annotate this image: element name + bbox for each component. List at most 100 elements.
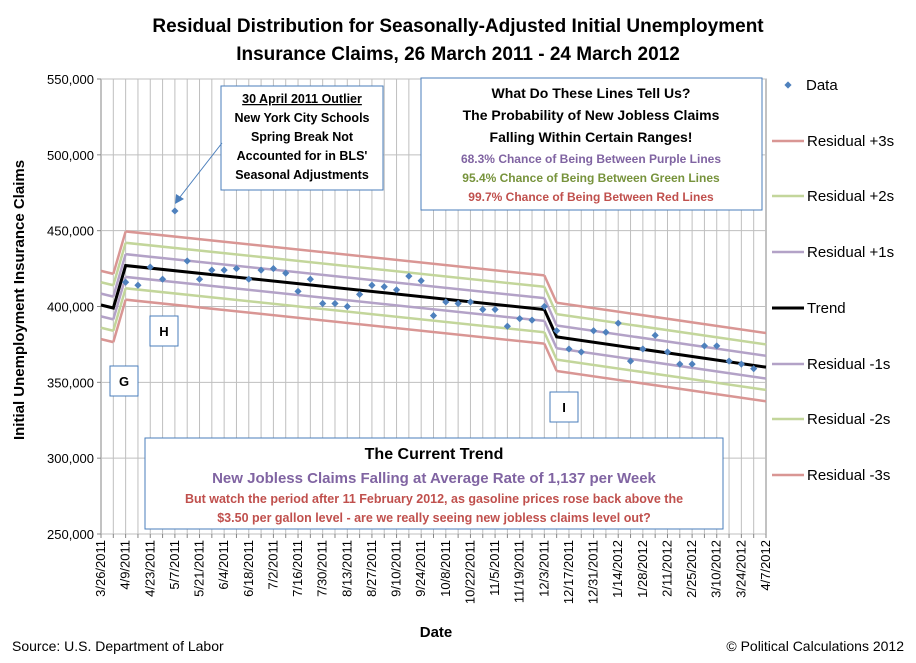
x-tick-label: 6/18/2011 <box>241 540 256 597</box>
data-point <box>491 305 499 314</box>
data-point <box>700 342 709 350</box>
data-point <box>639 345 647 353</box>
band-residual-2s <box>125 287 545 334</box>
data-point <box>713 342 721 350</box>
data-point <box>380 283 388 291</box>
region-g-label: G <box>119 374 129 389</box>
data-point <box>602 328 610 336</box>
band-connector <box>112 242 127 286</box>
band-connector <box>112 287 127 332</box>
legend-label: Trend <box>807 300 846 317</box>
legend-label: Residual +3s <box>807 133 894 150</box>
data-point <box>589 327 598 335</box>
x-axis-ticks: 3/26/2011 4/9/2011 4/23/2011 5/7/2011 5/21/2… <box>93 534 773 604</box>
y-tick-label: 550,000 <box>47 72 94 87</box>
trend-note-2: $3.50 per gallon level - are we really s… <box>217 511 651 525</box>
data-point <box>294 287 302 295</box>
data-point <box>540 302 548 311</box>
outlier-heading: 30 April 2011 Outlier <box>242 92 362 106</box>
band-connector <box>112 299 127 343</box>
band-residual-2s <box>556 312 767 346</box>
band-residual-1s <box>100 292 114 298</box>
band-residual-2s <box>125 241 545 289</box>
band-residual-3s <box>100 269 114 276</box>
data-point <box>306 275 314 283</box>
band-residual-1s <box>100 315 114 321</box>
band-residual-3s <box>100 337 114 344</box>
data-point <box>651 331 659 339</box>
data-point <box>442 298 450 306</box>
info-item-green: 95.4% Chance of Being Between Green Line… <box>462 171 720 185</box>
data-point <box>122 278 130 286</box>
x-tick-label: 4/9/2011 <box>118 540 133 590</box>
data-point <box>356 290 364 298</box>
data-point <box>565 345 573 353</box>
data-point <box>479 305 487 314</box>
data-point <box>158 275 167 283</box>
data-point <box>405 272 413 280</box>
legend-label: Residual -3s <box>807 467 890 484</box>
x-tick-label: 1/14/2012 <box>610 540 625 598</box>
y-tick-label: 500,000 <box>47 148 94 163</box>
data-point <box>417 277 425 285</box>
data-point <box>429 312 438 320</box>
y-tick-label: 350,000 <box>47 375 94 390</box>
y-axis-label: Initial Unemployment Insurance Claims <box>11 160 28 440</box>
info-item-purple: 68.3% Chance of Being Between Purple Lin… <box>461 152 721 166</box>
data-point <box>454 299 462 308</box>
band-residual-3s <box>556 369 767 403</box>
x-tick-label: 8/27/2011 <box>364 540 379 597</box>
x-axis-label: Date <box>420 624 453 641</box>
info-heading: Falling Within Certain Ranges! <box>490 129 693 145</box>
x-tick-label: 3/24/2012 <box>733 540 748 598</box>
info-item-red: 99.7% Chance of Being Between Red Lines <box>468 190 714 204</box>
copyright-note: © Political Calculations 2012 <box>726 638 904 654</box>
data-point <box>737 360 745 368</box>
data-point <box>553 327 561 335</box>
trend-rate: New Jobless Claims Falling at Average Ra… <box>212 470 656 487</box>
outlier-arrow <box>179 142 223 198</box>
data-point <box>343 302 351 311</box>
band-connector <box>112 253 127 297</box>
band-residual-2s <box>100 281 114 287</box>
y-tick-label: 400,000 <box>47 300 94 315</box>
band-connector <box>543 320 558 349</box>
x-tick-label: 2/25/2012 <box>684 540 699 598</box>
data-point <box>220 266 228 274</box>
outlier-arrowhead <box>175 194 184 204</box>
band-connector <box>543 286 558 315</box>
y-tick-label: 300,000 <box>47 451 94 466</box>
band-connector <box>543 274 558 304</box>
data-point <box>392 286 401 294</box>
band-connector <box>112 276 127 320</box>
data-point <box>750 365 758 373</box>
data-point <box>528 316 536 324</box>
band-connector <box>543 343 558 372</box>
source-note: Source: U.S. Department of Labor <box>12 638 224 654</box>
data-point <box>688 360 696 368</box>
band-residual-3s <box>556 301 767 335</box>
x-tick-label: 1/28/2012 <box>635 540 650 598</box>
x-tick-label: 3/26/2011 <box>93 540 108 597</box>
x-tick-label: 10/22/2011 <box>462 540 477 604</box>
x-tick-label: 2/11/2012 <box>659 540 674 597</box>
x-tick-label: 7/16/2011 <box>290 540 305 597</box>
x-tick-label: 5/7/2011 <box>167 540 182 590</box>
outlier-line: Spring Break Not <box>251 130 354 144</box>
band-connector <box>543 297 558 326</box>
data-point <box>319 299 327 308</box>
x-tick-label: 8/13/2011 <box>339 540 354 597</box>
legend-label: Data <box>806 77 838 94</box>
legend: Data Residual +3s Residual +2s Residual +1s… <box>772 77 894 484</box>
trend-polyline <box>100 263 767 369</box>
data-point <box>725 357 733 365</box>
legend-label: Residual +1s <box>807 244 894 261</box>
data-point <box>195 275 204 283</box>
y-tick-label: 250,000 <box>47 527 94 542</box>
band-connector <box>112 231 127 275</box>
data-point <box>269 264 278 273</box>
data-point <box>146 263 154 271</box>
info-box-frame <box>420 77 763 211</box>
data-point <box>368 281 376 289</box>
